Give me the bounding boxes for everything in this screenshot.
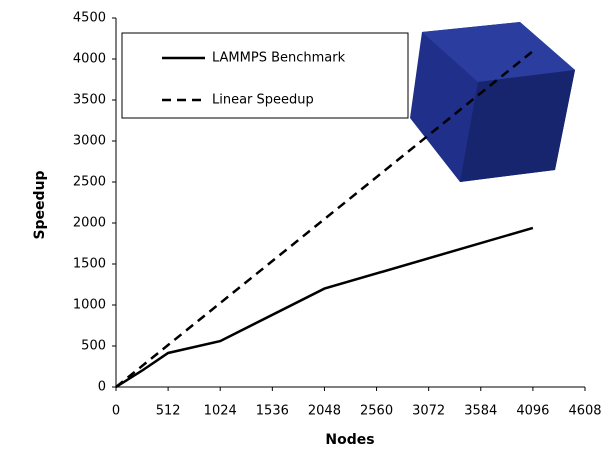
x-tick-label: 1024 [204, 404, 237, 419]
y-tick-label: 3000 [73, 134, 106, 149]
y-tick-label: 3500 [73, 93, 106, 108]
legend-label: Linear Speedup [212, 93, 314, 108]
x-tick-label: 512 [156, 404, 181, 419]
x-tick-label: 4096 [516, 404, 549, 419]
y-tick-label: 500 [81, 339, 106, 354]
x-tick-label: 0 [112, 404, 120, 419]
x-tick-label: 2048 [308, 404, 341, 419]
cube-image [410, 22, 575, 182]
x-tick-label: 2560 [360, 404, 393, 419]
y-tick-label: 1500 [73, 257, 106, 272]
x-tick-label: 3072 [412, 404, 445, 419]
x-axis-label: Nodes [325, 432, 374, 448]
legend-box [121, 32, 409, 119]
y-tick-label: 4000 [73, 52, 106, 67]
y-tick-label: 2000 [73, 216, 106, 231]
x-tick-label: 4608 [568, 404, 601, 419]
x-tick-label: 3584 [464, 404, 497, 419]
cube-face [460, 70, 575, 182]
y-tick-label: 1000 [73, 298, 106, 313]
y-tick-label: 4500 [73, 11, 106, 26]
series-line [115, 226, 534, 389]
legend-label: LAMMPS Benchmark [212, 51, 346, 66]
y-tick-label: 2500 [73, 175, 106, 190]
cube-face [422, 22, 575, 82]
y-axis-label: Speedup [32, 170, 48, 239]
y-tick-label: 0 [98, 380, 106, 395]
x-tick-label: 1536 [256, 404, 289, 419]
